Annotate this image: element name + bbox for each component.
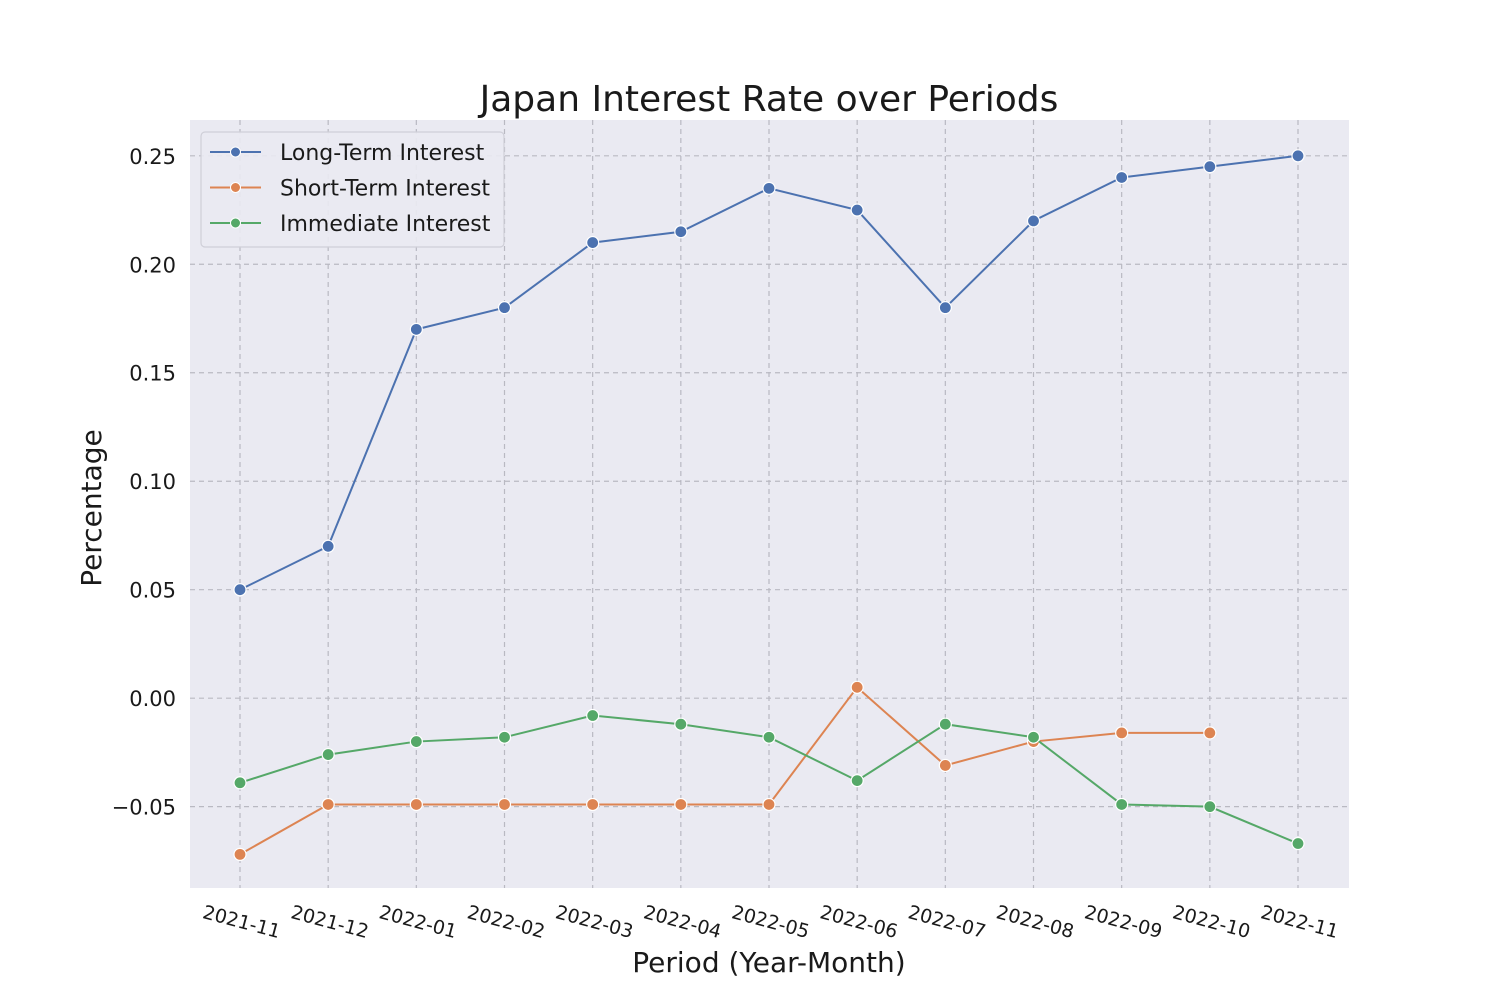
data-point [497,797,512,812]
series-line [239,685,1210,856]
data-point [321,747,335,762]
data-point [1203,726,1217,740]
data-point [233,583,247,597]
data-point [938,758,952,773]
legend-marker [230,146,241,158]
x-tick-label: 2022-08 [994,901,1076,943]
x-tick-label: 2022-09 [1082,901,1164,943]
data-point [850,774,864,788]
data-point [674,225,688,239]
data-point [321,797,335,812]
y-tick-label: −0.05 [112,796,176,820]
data-point [938,301,952,315]
legend-label: Immediate Interest [280,212,491,237]
data-point [586,797,600,812]
data-point [762,730,776,744]
y-axis-ticks: −0.05 0.00 0.05 0.10 0.15 0.20 0.25 [112,145,176,820]
data-point [850,203,864,217]
y-tick-label: 0.15 [129,362,176,386]
data-point [1203,800,1217,814]
data-point [1291,149,1305,163]
legend-box [200,131,505,248]
data-point [409,734,423,749]
data-point [497,730,512,744]
data-point [762,181,776,195]
data-point [1026,214,1041,228]
x-axis-label: Period (Year-Month) [632,946,905,979]
data-point [409,797,423,812]
data-point [674,717,688,731]
data-point [1115,797,1129,812]
data-point [938,717,952,731]
legend-marker [230,182,241,193]
x-tick-label: 2022-04 [641,901,723,943]
x-axis-ticks: 2021-11 2021-12 2022-01 2022-02 2022-03 2022-… [200,901,1340,943]
y-tick-label: 0.05 [129,579,176,603]
data-point [497,301,512,315]
data-point [586,708,600,723]
data-point [321,539,335,553]
x-tick-label: 2022-01 [377,901,459,943]
data-point [850,680,864,694]
data-point [1203,160,1217,174]
data-point [1291,836,1305,851]
x-tick-label: 2022-07 [906,901,988,943]
data-point [674,797,688,812]
x-tick-label: 2021-12 [289,901,371,943]
y-tick-label: 0.25 [129,145,176,169]
x-tick-label: 2022-02 [465,901,547,943]
data-point [233,847,247,861]
x-tick-label: 2022-06 [818,901,900,943]
y-tick-label: 0.00 [129,687,176,711]
x-tick-label: 2021-11 [200,901,282,943]
x-tick-label: 2022-11 [1258,901,1340,943]
y-axis-label: Percentage [75,429,108,587]
x-tick-label: 2022-03 [553,901,635,943]
legend-marker [230,217,241,229]
x-tick-label: 2022-10 [1170,901,1252,943]
data-point [1115,170,1129,185]
data-point [233,776,247,790]
legend-label: Long-Term Interest [280,141,485,166]
x-tick-label: 2022-05 [729,901,811,943]
data-point [762,797,776,812]
data-point [586,235,600,250]
data-point [1026,730,1041,744]
legend: Long-Term Interest Short-Term Interest Imm… [200,131,505,248]
y-tick-label: 0.10 [129,470,176,494]
y-tick-label: 0.20 [129,253,176,277]
series-layer [233,149,1305,861]
chart-title: Japan Interest Rate over Periods [478,79,1059,120]
legend-label: Short-Term Interest [280,177,490,202]
data-point [1115,726,1129,740]
data-point [409,322,423,336]
